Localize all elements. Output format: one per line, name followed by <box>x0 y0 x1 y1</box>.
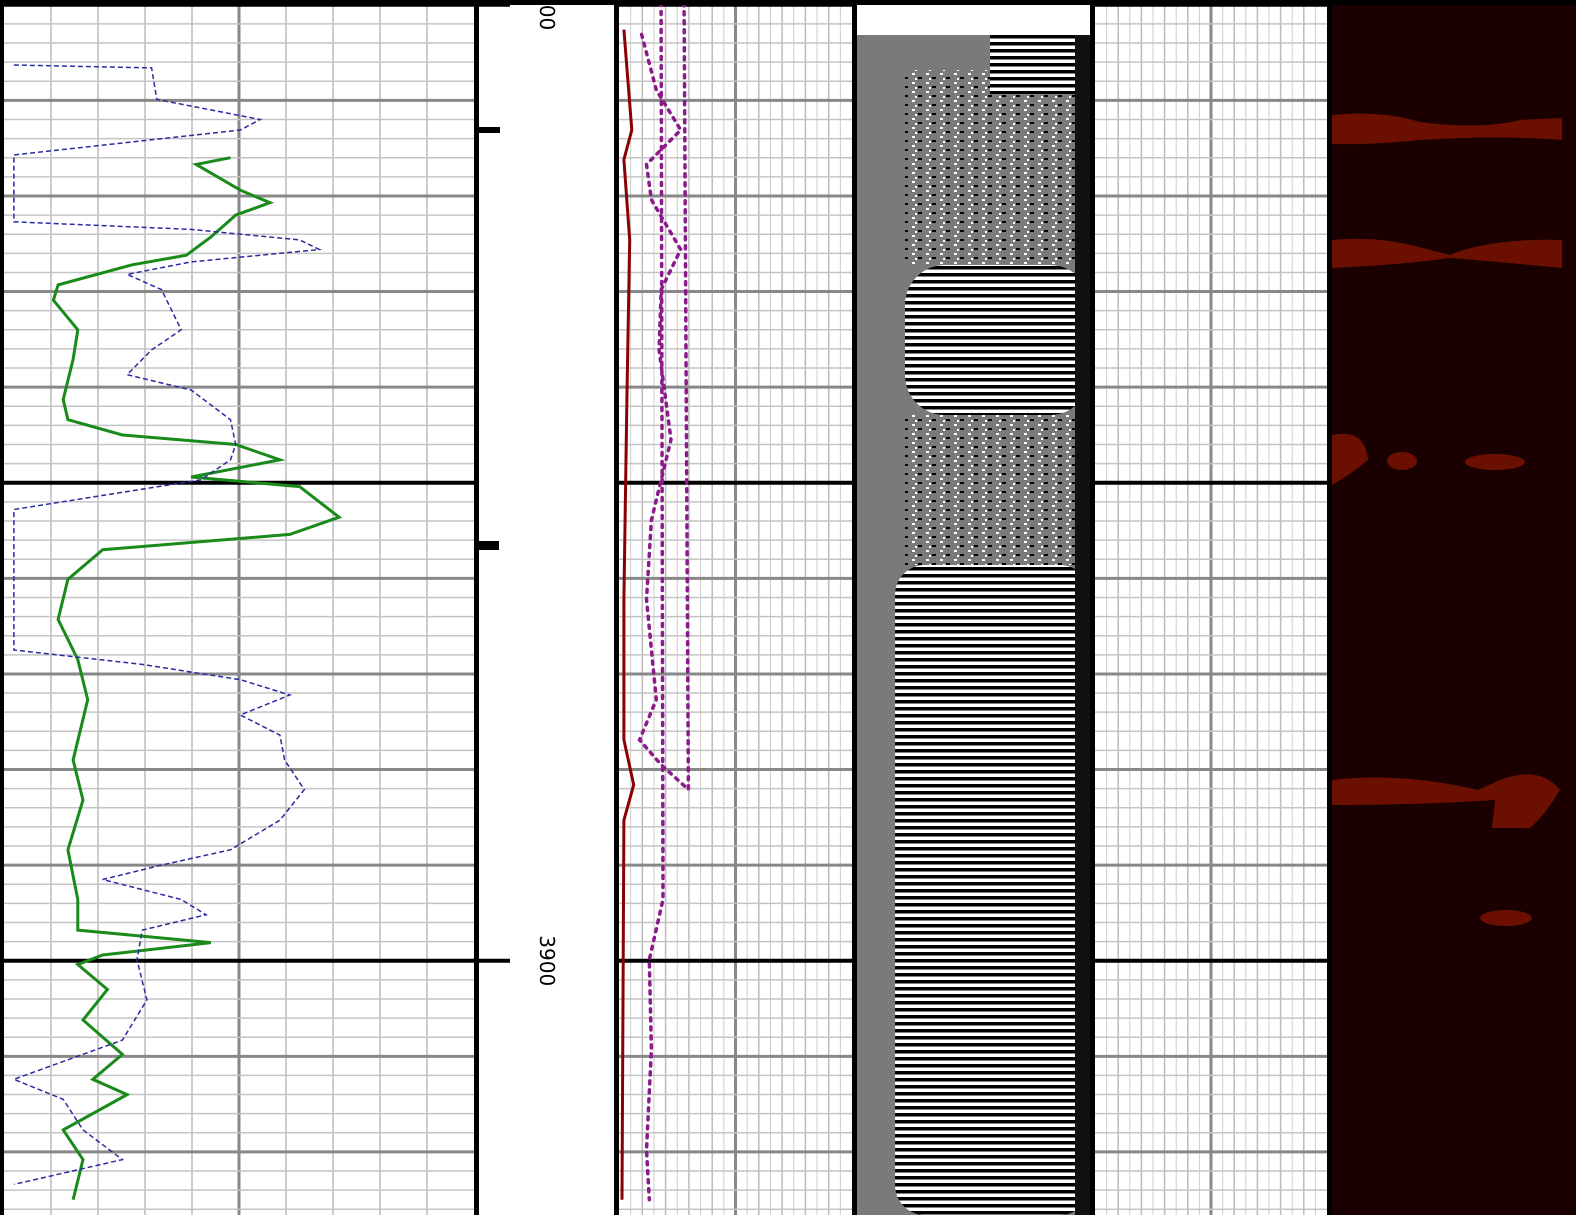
log-curve <box>51 156 343 1201</box>
depth-labels: 3800 3900 <box>535 0 559 986</box>
log-curve <box>11 64 323 1186</box>
depth-label: 3800 <box>535 0 559 30</box>
track-border <box>0 0 4 1215</box>
image-feature <box>1332 433 1368 485</box>
depth-marker <box>477 127 500 133</box>
image-feature <box>1387 452 1417 470</box>
depth-marker <box>477 541 499 550</box>
image-feature <box>1332 238 1562 268</box>
vdl-noise <box>905 70 1090 265</box>
track-border <box>474 0 479 1215</box>
top-border <box>0 0 1576 5</box>
depth-label: 3900 <box>535 935 559 986</box>
track-border <box>1327 0 1332 1215</box>
log-curve <box>637 0 691 1202</box>
image-feature <box>1480 910 1532 926</box>
grid <box>4 2 1327 1215</box>
track-border <box>1090 0 1095 1215</box>
image-features <box>1332 113 1562 926</box>
vdl-noise <box>905 415 1090 565</box>
vdl-edge <box>1075 35 1091 1215</box>
vdl-stripes <box>905 265 1090 415</box>
image-feature <box>1332 774 1560 828</box>
track-border <box>614 0 619 1215</box>
image-background <box>1330 5 1576 1215</box>
track-border <box>852 0 857 1215</box>
image-feature <box>1332 113 1562 145</box>
curves <box>11 0 691 1202</box>
log-curve <box>620 29 636 1200</box>
vdl-stripes <box>895 565 1090 1215</box>
image-feature <box>1465 454 1525 470</box>
vdl-stripes <box>990 35 1090 95</box>
